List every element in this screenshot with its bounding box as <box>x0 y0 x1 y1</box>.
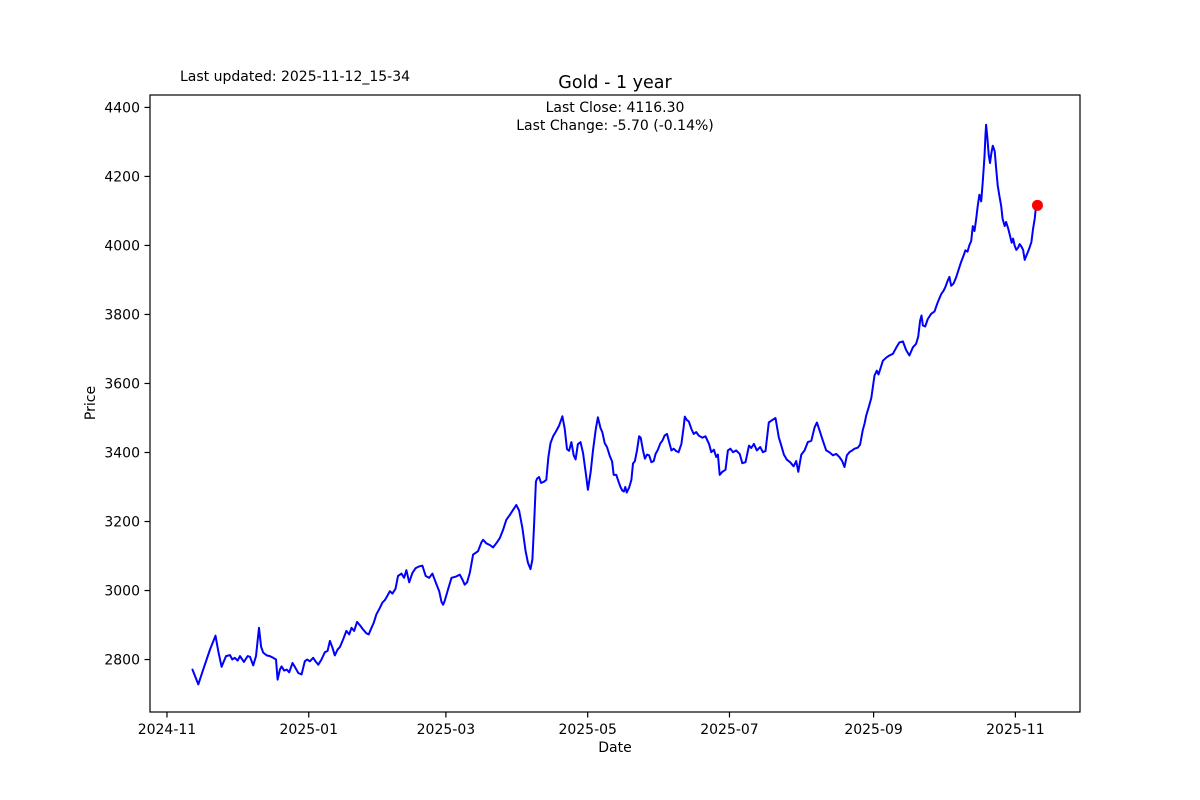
y-tick-label: 2800 <box>104 653 140 669</box>
price-line <box>191 123 1039 686</box>
x-tick-label: 2025-09 <box>844 722 903 738</box>
last-updated-label: Last updated: 2025-11-12_15-34 <box>180 69 410 85</box>
y-tick-label: 4400 <box>104 100 140 116</box>
y-tick-label: 3200 <box>104 515 140 531</box>
last-price-marker <box>1031 199 1043 211</box>
x-tick-label: 2025-01 <box>280 722 339 738</box>
x-tick-label: 2025-05 <box>558 722 617 738</box>
x-tick-label: 2025-07 <box>700 722 759 738</box>
y-tick-label: 3600 <box>104 376 140 392</box>
last-close-annotation: Last Close: 4116.30 <box>546 100 685 116</box>
plot-area: 2024-11 2025-01 2025-03 2025-05 2025-07 2025-… <box>104 94 1081 738</box>
last-change-annotation: Last Change: -5.70 (-0.14%) <box>516 118 714 134</box>
x-tick-label: 2025-03 <box>417 722 476 738</box>
plot-frame <box>149 94 1081 713</box>
y-tick-label: 3400 <box>104 446 140 462</box>
y-axis-title: Price <box>83 386 99 420</box>
y-tick-label: 3000 <box>104 584 140 600</box>
y-tick-label: 4000 <box>104 238 140 254</box>
x-axis-title: Date <box>598 740 631 756</box>
x-tick-label: 2024-11 <box>138 722 197 738</box>
y-tick-label: 3800 <box>104 307 140 323</box>
x-tick-label: 2025-11 <box>986 722 1045 738</box>
chart-title: Gold - 1 year <box>558 73 672 93</box>
y-tick-label: 4200 <box>104 169 140 185</box>
